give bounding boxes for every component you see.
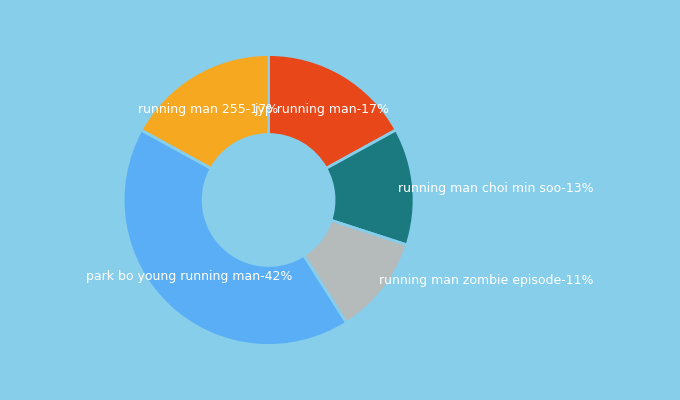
- Wedge shape: [123, 130, 347, 346]
- Wedge shape: [141, 54, 269, 168]
- Wedge shape: [269, 54, 396, 168]
- Text: jyp running man-17%: jyp running man-17%: [254, 103, 390, 116]
- Text: running man choi min soo-13%: running man choi min soo-13%: [398, 182, 593, 195]
- Wedge shape: [304, 220, 407, 323]
- Text: running man 255-17%: running man 255-17%: [138, 103, 278, 116]
- Text: running man zombie episode-11%: running man zombie episode-11%: [379, 274, 594, 287]
- Text: park bo young running man-42%: park bo young running man-42%: [86, 270, 293, 283]
- Wedge shape: [326, 130, 414, 245]
